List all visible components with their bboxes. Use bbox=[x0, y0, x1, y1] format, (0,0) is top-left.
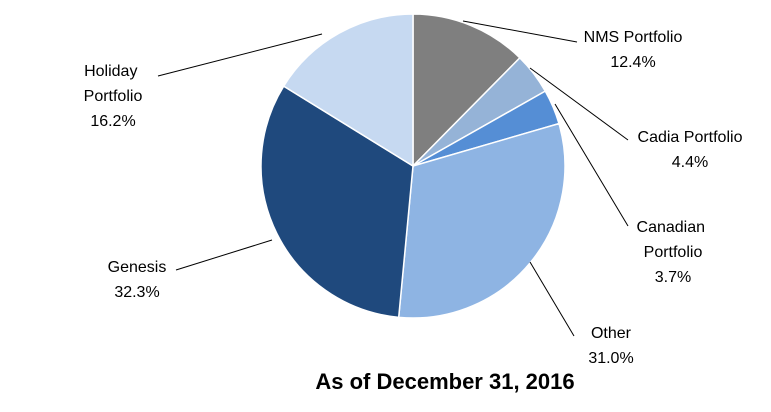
slice-value-label: 16.2% bbox=[90, 113, 135, 130]
leader-line bbox=[462, 20, 578, 43]
slice-value-label: 32.3% bbox=[114, 284, 159, 301]
pie-slice bbox=[260, 85, 414, 319]
chart-title: As of December 31, 2016 bbox=[315, 369, 574, 394]
slice-value-label: 12.4% bbox=[610, 54, 655, 71]
slice-label: Other bbox=[591, 325, 632, 342]
leader-line bbox=[157, 33, 323, 77]
leader-line bbox=[554, 103, 629, 227]
pie-slice bbox=[412, 13, 521, 168]
leader-line bbox=[529, 261, 575, 337]
leader-line bbox=[529, 67, 629, 141]
slice-value-label: 31.0% bbox=[588, 350, 633, 367]
slice-label: NMS Portfolio bbox=[584, 29, 683, 46]
slice-label: Cadia Portfolio bbox=[638, 129, 743, 146]
slice-label: Holiday Portfolio bbox=[84, 63, 143, 105]
pie-slice bbox=[282, 13, 414, 168]
leader-line bbox=[175, 239, 273, 271]
slice-label: Canadian Portfolio bbox=[637, 219, 710, 261]
slice-label: Genesis bbox=[108, 259, 167, 276]
slice-value-label: 4.4% bbox=[672, 154, 708, 171]
slice-value-label: 3.7% bbox=[655, 269, 691, 286]
